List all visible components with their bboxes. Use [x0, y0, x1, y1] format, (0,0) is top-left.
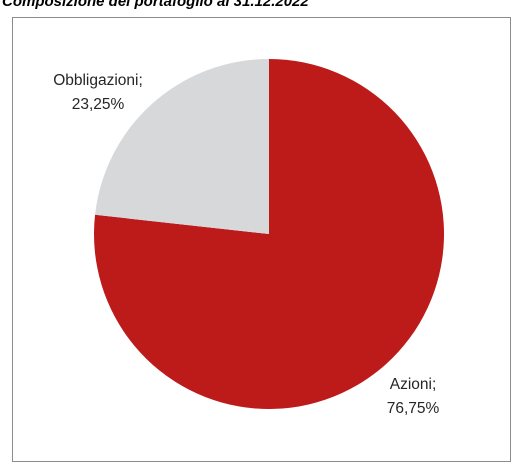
slice-labels: Obbligazioni; 23,25% Azioni; 76,75%	[53, 72, 439, 417]
label-azioni-value: 76,75%	[387, 400, 440, 417]
label-azioni-name: Azioni;	[390, 376, 437, 393]
label-obbligazioni-value: 23,25%	[72, 96, 125, 113]
pie-slices	[94, 59, 445, 409]
chart-title: Composizione del portafoglio al 31.12.20…	[2, 0, 309, 10]
pie-slice-azioni	[94, 59, 445, 409]
pie-slice-obbligazioni	[95, 59, 269, 234]
label-obbligazioni-name: Obbligazioni;	[53, 72, 143, 89]
